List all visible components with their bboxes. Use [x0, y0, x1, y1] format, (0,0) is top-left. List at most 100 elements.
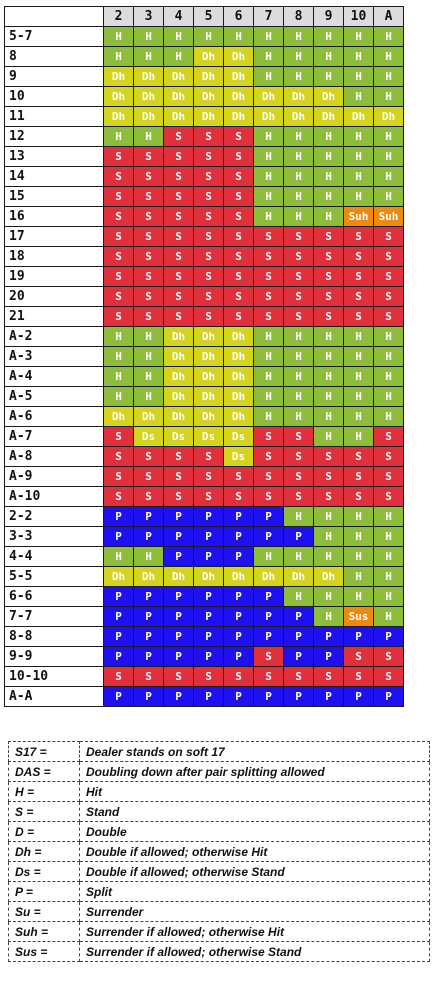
- legend-key: S17 =: [8, 741, 80, 762]
- player-hand-label: A-7: [4, 426, 104, 447]
- player-hand-label: 7-7: [4, 606, 104, 627]
- legend-row: Ds = Double if allowed; otherwise Stand: [8, 861, 430, 882]
- action-cell: Dh: [193, 46, 224, 67]
- action-cell: H: [373, 186, 404, 207]
- action-cell: H: [373, 46, 404, 67]
- legend-key: P =: [8, 881, 80, 902]
- action-cell: H: [313, 26, 344, 47]
- hand-row: A-9 S S S S S S S S S S: [4, 466, 404, 487]
- action-cell: S: [133, 266, 164, 287]
- action-cell: Dh: [223, 406, 254, 427]
- action-cell: P: [163, 626, 194, 647]
- action-cell: H: [133, 346, 164, 367]
- dealer-card-3: 3: [133, 6, 164, 27]
- action-cell: S: [103, 146, 134, 167]
- action-cell: H: [283, 586, 314, 607]
- action-cell: H: [283, 46, 314, 67]
- action-cell: S: [133, 306, 164, 327]
- strategy-chart: 2 3 4 5 6 7 8 9 10 A 5-7 H H H H H H H H H H 8 H H H Dh…: [4, 6, 404, 707]
- action-cell: Dh: [193, 566, 224, 587]
- action-cell: H: [373, 166, 404, 187]
- action-cell: S: [163, 466, 194, 487]
- action-cell: H: [343, 586, 374, 607]
- legend-description: Split: [79, 881, 430, 902]
- player-hand-label: 18: [4, 246, 104, 267]
- action-cell: S: [163, 446, 194, 467]
- action-cell: Dh: [253, 106, 284, 127]
- action-cell: Dh: [163, 366, 194, 387]
- hand-row: 7-7 P P P P P P P H Sus H: [4, 606, 404, 627]
- action-cell: Dh: [193, 366, 224, 387]
- action-cell: H: [373, 86, 404, 107]
- action-cell: S: [163, 246, 194, 267]
- action-cell: H: [283, 26, 314, 47]
- action-cell: S: [163, 306, 194, 327]
- action-cell: Dh: [253, 566, 284, 587]
- dealer-card-a: A: [373, 6, 404, 27]
- action-cell: S: [193, 126, 224, 147]
- action-cell: S: [343, 666, 374, 687]
- action-cell: H: [133, 326, 164, 347]
- action-cell: H: [253, 166, 284, 187]
- action-cell: S: [343, 646, 374, 667]
- action-cell: S: [373, 666, 404, 687]
- player-hand-label: 8-8: [4, 626, 104, 647]
- action-cell: Dh: [313, 566, 344, 587]
- action-cell: Dh: [223, 46, 254, 67]
- action-cell: S: [133, 446, 164, 467]
- action-cell: P: [223, 546, 254, 567]
- action-cell: S: [253, 466, 284, 487]
- action-cell: Dh: [283, 86, 314, 107]
- action-cell: S: [163, 186, 194, 207]
- action-cell: H: [373, 606, 404, 627]
- action-cell: S: [223, 146, 254, 167]
- action-cell: S: [193, 666, 224, 687]
- action-cell: S: [283, 426, 314, 447]
- action-cell: H: [283, 546, 314, 567]
- action-cell: H: [313, 346, 344, 367]
- action-cell: Ds: [223, 426, 254, 447]
- player-hand-label: 9: [4, 66, 104, 87]
- legend-description: Double if allowed; otherwise Hit: [79, 841, 430, 862]
- legend-key: Suh =: [8, 921, 80, 942]
- action-cell: Dh: [163, 386, 194, 407]
- action-cell: P: [163, 686, 194, 707]
- action-cell: S: [313, 446, 344, 467]
- action-cell: S: [193, 166, 224, 187]
- header-corner: [4, 6, 104, 27]
- action-cell: S: [313, 666, 344, 687]
- action-cell: P: [283, 686, 314, 707]
- action-cell: H: [373, 346, 404, 367]
- dealer-card-header-row: 2 3 4 5 6 7 8 9 10 A: [4, 6, 404, 27]
- action-cell: S: [103, 166, 134, 187]
- action-cell: Sus: [343, 606, 374, 627]
- action-cell: P: [373, 626, 404, 647]
- action-cell: Dh: [193, 406, 224, 427]
- action-cell: S: [133, 146, 164, 167]
- action-cell: H: [343, 186, 374, 207]
- hand-row: 9 Dh Dh Dh Dh Dh H H H H H: [4, 66, 404, 87]
- action-cell: Dh: [103, 566, 134, 587]
- action-cell: S: [313, 286, 344, 307]
- hand-row: A-4 H H Dh Dh Dh H H H H H: [4, 366, 404, 387]
- action-cell: S: [283, 226, 314, 247]
- action-cell: P: [313, 646, 344, 667]
- player-hand-label: 10-10: [4, 666, 104, 687]
- action-cell: S: [253, 226, 284, 247]
- legend-key: Su =: [8, 901, 80, 922]
- action-cell: Dh: [193, 66, 224, 87]
- dealer-card-2: 2: [103, 6, 134, 27]
- action-cell: Ds: [193, 426, 224, 447]
- action-cell: H: [253, 386, 284, 407]
- action-cell: S: [373, 266, 404, 287]
- action-cell: S: [373, 486, 404, 507]
- action-cell: P: [133, 506, 164, 527]
- hand-row: 5-7 H H H H H H H H H H: [4, 26, 404, 47]
- action-cell: H: [253, 366, 284, 387]
- action-cell: P: [193, 546, 224, 567]
- action-cell: S: [133, 286, 164, 307]
- action-cell: H: [373, 586, 404, 607]
- player-hand-label: 15: [4, 186, 104, 207]
- action-cell: H: [103, 126, 134, 147]
- action-cell: P: [283, 646, 314, 667]
